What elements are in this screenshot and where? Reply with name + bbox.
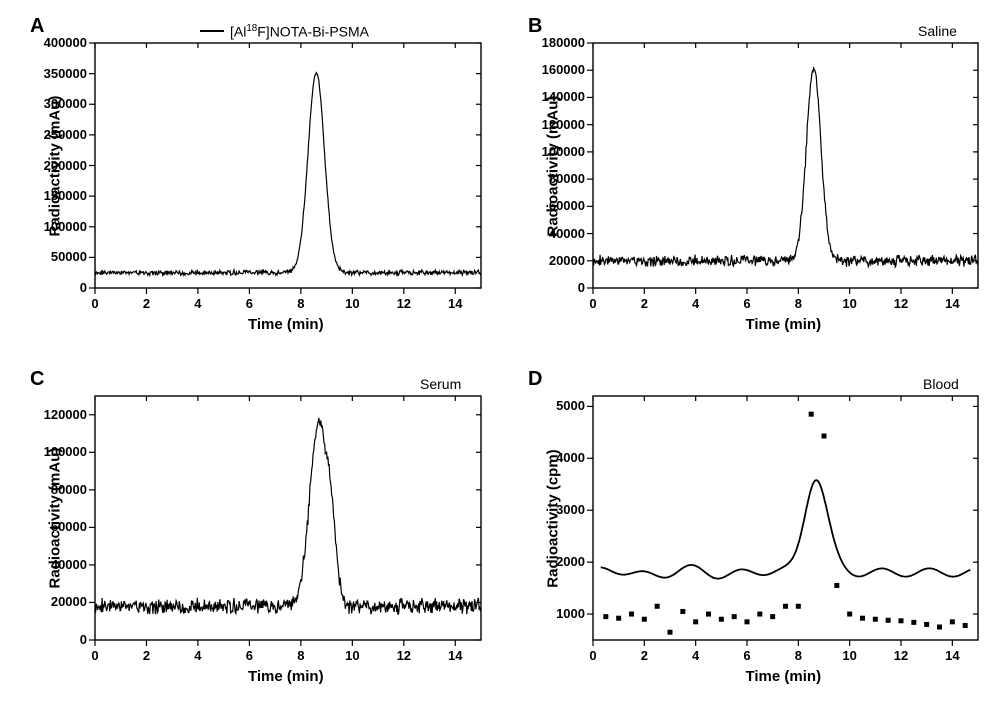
y-tick-label: 180000	[525, 35, 585, 50]
panel-c: CSerum0246810121402000040000600008000010…	[10, 368, 493, 695]
y-tick-label: 20000	[525, 253, 585, 268]
x-tick-label: 0	[85, 648, 105, 663]
legend-text: Saline	[918, 23, 957, 39]
x-tick-label: 10	[342, 648, 362, 663]
x-axis-label: Time (min)	[248, 668, 324, 685]
x-tick-label: 4	[686, 648, 706, 663]
x-tick-label: 0	[583, 648, 603, 663]
x-tick-label: 8	[788, 296, 808, 311]
x-tick-label: 6	[239, 296, 259, 311]
chart-grid: A[Al18F]NOTA-Bi-PSMA02468101214050000100…	[10, 15, 990, 695]
x-tick-label: 6	[737, 296, 757, 311]
x-tick-label: 4	[686, 296, 706, 311]
x-tick-label: 0	[583, 296, 603, 311]
x-tick-label: 12	[891, 648, 911, 663]
x-tick-label: 8	[788, 648, 808, 663]
x-tick-label: 12	[891, 296, 911, 311]
legend-text: [Al18F]NOTA-Bi-PSMA	[230, 23, 369, 40]
y-tick-label: 0	[27, 632, 87, 647]
panel-d: DBlood0246810121410002000300040005000Tim…	[508, 368, 990, 695]
chart-svg	[508, 368, 990, 695]
y-tick-label: 20000	[27, 594, 87, 609]
x-tick-label: 14	[445, 648, 465, 663]
x-tick-label: 14	[942, 648, 962, 663]
x-tick-label: 10	[840, 648, 860, 663]
y-axis-label: Radioactivity (mAu)	[47, 449, 64, 589]
x-tick-label: 8	[291, 648, 311, 663]
panel-label: D	[528, 368, 542, 391]
panel-label: C	[30, 368, 44, 391]
x-tick-label: 4	[188, 648, 208, 663]
x-tick-label: 2	[136, 296, 156, 311]
y-tick-label: 120000	[27, 407, 87, 422]
y-tick-label: 400000	[27, 35, 87, 50]
x-tick-label: 6	[239, 648, 259, 663]
panel-legend: Saline	[918, 23, 957, 39]
x-tick-label: 2	[634, 648, 654, 663]
x-tick-label: 2	[634, 296, 654, 311]
legend-line-icon	[200, 30, 224, 32]
x-tick-label: 10	[342, 296, 362, 311]
x-tick-label: 10	[840, 296, 860, 311]
x-axis-label: Time (min)	[248, 316, 324, 333]
panel-legend: Blood	[923, 376, 959, 392]
x-axis-label: Time (min)	[746, 668, 822, 685]
y-tick-label: 1000	[525, 606, 585, 621]
x-tick-label: 6	[737, 648, 757, 663]
panel-legend: Serum	[420, 376, 461, 392]
x-tick-label: 4	[188, 296, 208, 311]
y-axis-label: Radioactivity (mAu)	[47, 96, 64, 236]
y-tick-label: 50000	[27, 249, 87, 264]
y-tick-label: 160000	[525, 62, 585, 77]
panel-b: BSaline024681012140200004000060000800001…	[508, 15, 990, 343]
x-tick-label: 2	[136, 648, 156, 663]
y-tick-label: 5000	[525, 398, 585, 413]
x-tick-label: 12	[394, 648, 414, 663]
x-tick-label: 0	[85, 296, 105, 311]
x-tick-label: 14	[942, 296, 962, 311]
legend-text: Serum	[420, 376, 461, 392]
y-axis-label: Radioactivity (mAu)	[545, 96, 562, 236]
y-tick-label: 350000	[27, 66, 87, 81]
x-tick-label: 8	[291, 296, 311, 311]
x-axis-label: Time (min)	[746, 316, 822, 333]
panel-a: A[Al18F]NOTA-Bi-PSMA02468101214050000100…	[10, 15, 493, 343]
legend-text: Blood	[923, 376, 959, 392]
x-tick-label: 12	[394, 296, 414, 311]
x-tick-label: 14	[445, 296, 465, 311]
panel-legend: [Al18F]NOTA-Bi-PSMA	[200, 23, 369, 40]
y-axis-label: Radioactivity (cpm)	[545, 449, 562, 589]
y-tick-label: 0	[525, 280, 585, 295]
y-tick-label: 0	[27, 280, 87, 295]
